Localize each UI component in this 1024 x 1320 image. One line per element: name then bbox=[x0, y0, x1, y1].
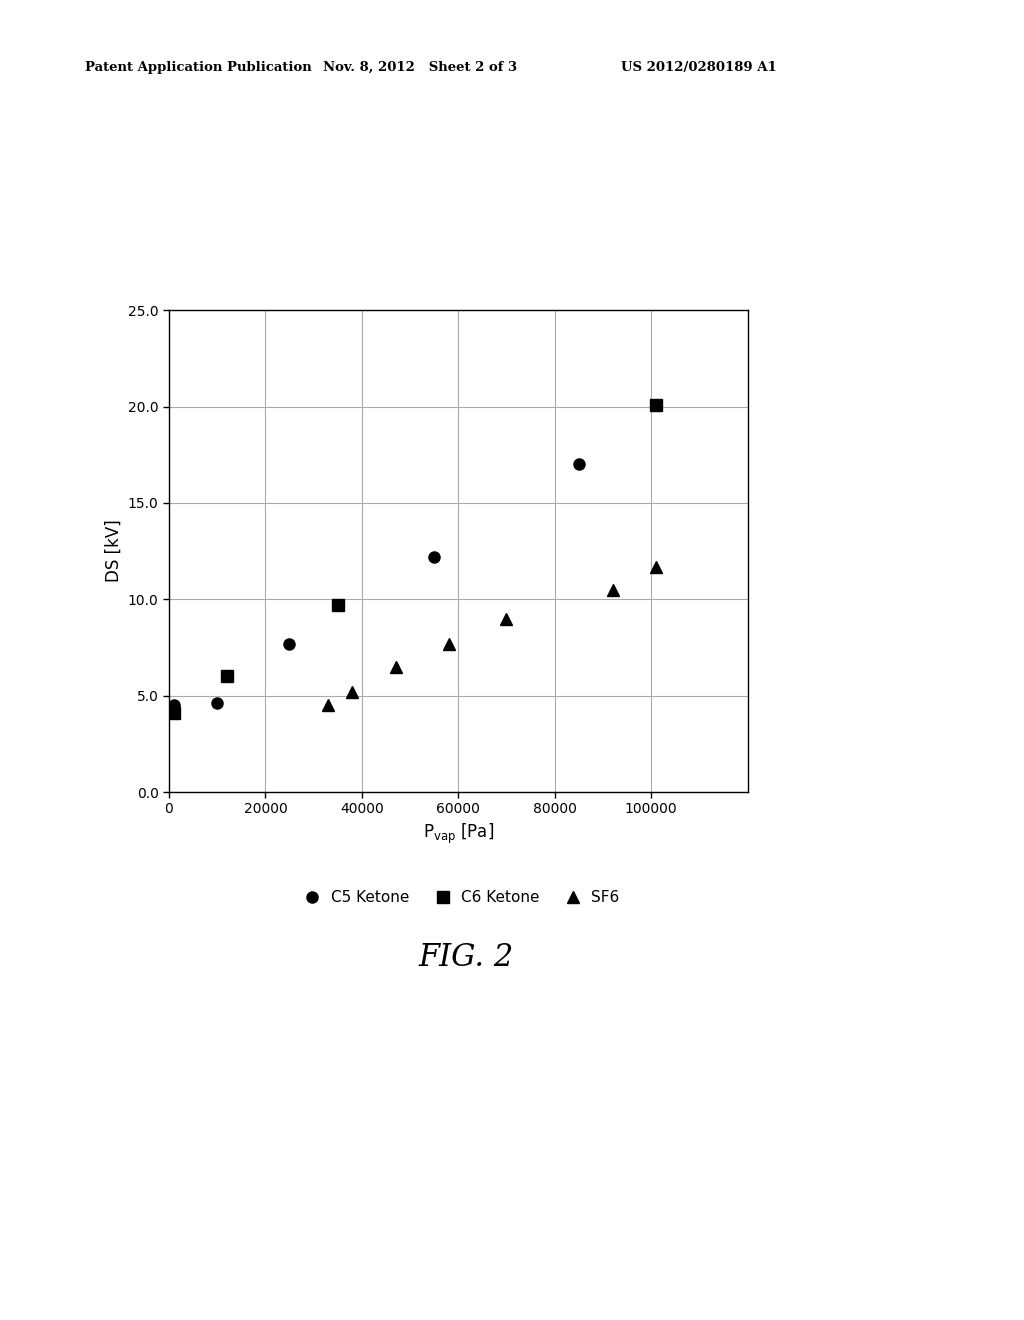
X-axis label: P$_{\mathregular{vap}}$ [Pa]: P$_{\mathregular{vap}}$ [Pa] bbox=[423, 822, 494, 846]
Text: Patent Application Publication: Patent Application Publication bbox=[85, 61, 311, 74]
Text: Nov. 8, 2012   Sheet 2 of 3: Nov. 8, 2012 Sheet 2 of 3 bbox=[323, 61, 517, 74]
Legend: C5 Ketone, C6 Ketone, SF6: C5 Ketone, C6 Ketone, SF6 bbox=[291, 884, 626, 911]
Y-axis label: DS [kV]: DS [kV] bbox=[104, 520, 122, 582]
Text: FIG. 2: FIG. 2 bbox=[418, 941, 514, 973]
Text: US 2012/0280189 A1: US 2012/0280189 A1 bbox=[621, 61, 776, 74]
